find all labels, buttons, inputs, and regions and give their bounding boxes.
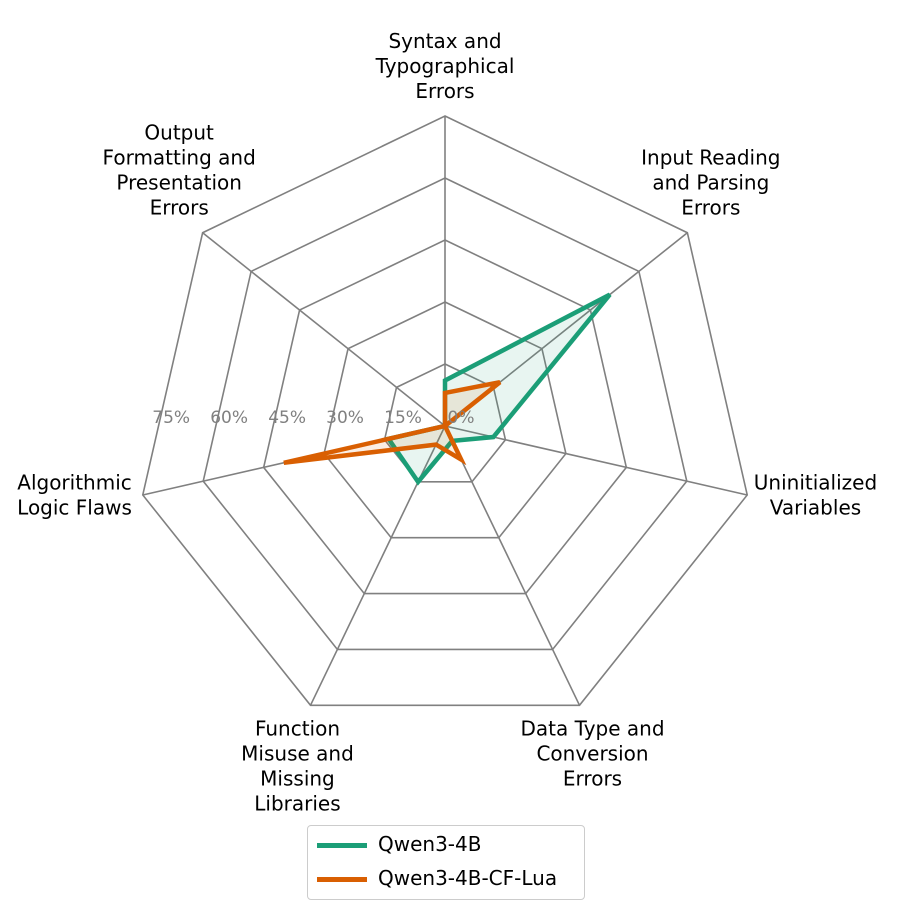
spoke-6 — [202, 232, 446, 427]
series-line-qwen3-4b-cf-lua — [283, 379, 502, 466]
legend-item-qwen3-4b-cf-lua: Qwen3-4B-CF-Lua — [308, 864, 584, 894]
category-label-output: Output Formatting and Presentation Errors — [103, 121, 256, 220]
legend-item-qwen3-4b: Qwen3-4B — [308, 830, 584, 860]
legend-swatch-qwen3-4b — [317, 843, 367, 848]
category-label-data-type-and: Data Type and Conversion Errors — [520, 716, 664, 790]
category-label-syntax-and: Syntax and Typographical Errors — [375, 29, 515, 103]
grid-ring-45 — [262, 239, 628, 595]
grid-ring-30 — [323, 301, 567, 539]
category-label-function: Function Misuse and Missing Libraries — [241, 716, 354, 815]
spoke-3 — [444, 425, 581, 706]
category-label-uninitialized: Uninitialized Variables — [754, 470, 877, 519]
legend: Qwen3-4B Qwen3-4B-CF-Lua — [307, 825, 585, 900]
tick-label-60: 60% — [210, 408, 248, 428]
tick-label-0: 0% — [448, 408, 475, 428]
radar-series — [283, 292, 612, 486]
tick-label-15: 15% — [384, 408, 422, 428]
legend-label-qwen3-4b: Qwen3-4B — [378, 832, 482, 856]
grid-ring-60 — [202, 177, 688, 651]
spoke-4 — [309, 425, 446, 706]
series-fill-qwen3-4b — [388, 294, 610, 482]
tick-label-45: 45% — [268, 408, 306, 428]
tick-label-30: 30% — [326, 408, 364, 428]
category-label-algorithmic: Algorithmic Logic Flaws — [17, 470, 132, 519]
grid-ring-15 — [383, 363, 507, 483]
radial-tick-labels: 0% 15% 30% 45% 60% 75% — [152, 408, 474, 428]
legend-label-qwen3-4b-cf-lua: Qwen3-4B-CF-Lua — [378, 866, 558, 890]
category-label-input-reading: Input Reading and Parsing Errors — [641, 146, 780, 220]
grid-ring-75 — [141, 115, 749, 707]
legend-swatch-qwen3-4b-cf-lua — [317, 877, 367, 882]
category-labels: Syntax and Typographical Errors Input Readi… — [17, 29, 877, 815]
tick-label-75: 75% — [152, 408, 190, 428]
